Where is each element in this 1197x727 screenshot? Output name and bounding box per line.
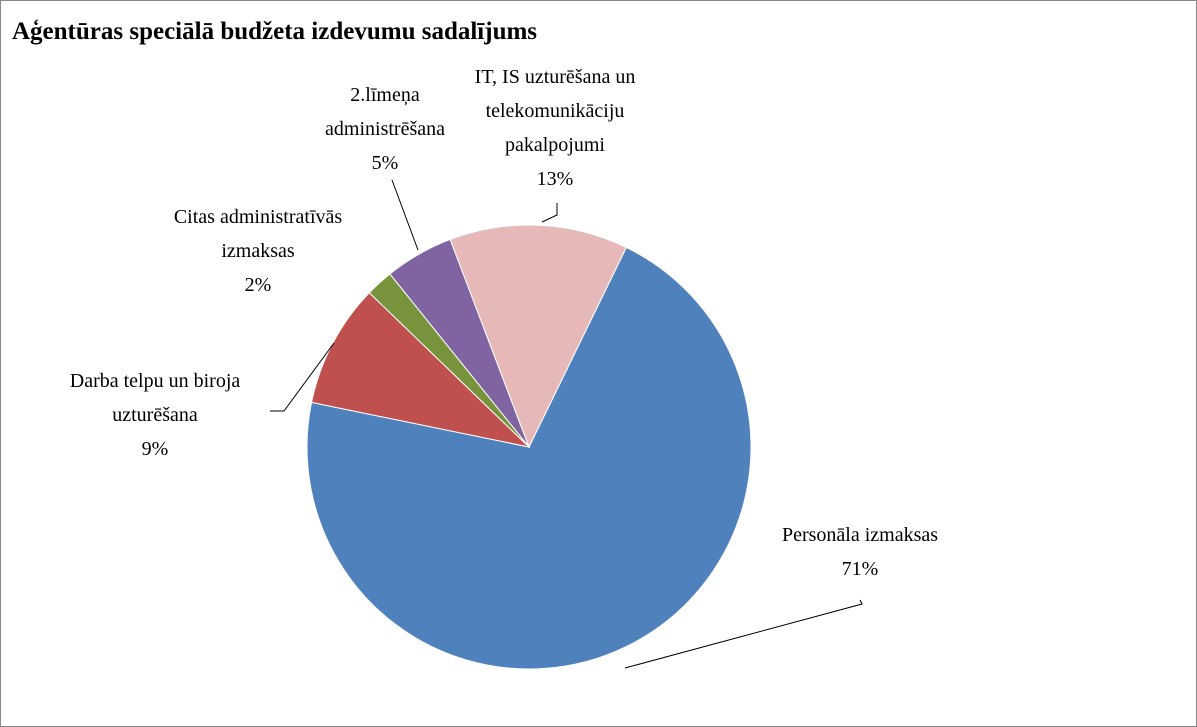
category-label: Citas administratīvās izmaksas xyxy=(173,206,343,262)
pie-slice xyxy=(306,246,752,670)
category-label: Personāla izmaksas xyxy=(781,524,939,546)
category-label: Darba telpu un biroja uzturēšana xyxy=(69,370,241,426)
category-label: 2.līmeņa administrēšana xyxy=(325,84,445,140)
leader-line xyxy=(391,179,419,251)
value-label: 71% xyxy=(841,558,879,580)
data-label: Citas administratīvās izmaksas 2% xyxy=(138,200,378,302)
data-label: Personāla izmaksas 71% xyxy=(730,518,990,586)
leader-line xyxy=(624,599,863,669)
data-label: Darba telpu un biroja uzturēšana 9% xyxy=(30,364,280,466)
value-label: 2% xyxy=(244,274,272,296)
leader-line xyxy=(270,342,335,412)
pie-slice xyxy=(449,224,627,449)
value-label: 13% xyxy=(536,168,574,190)
category-label: IT, IS uzturēšana un telekomunikāciju pa… xyxy=(474,66,636,156)
leader-line xyxy=(541,203,558,223)
value-label: 9% xyxy=(141,438,169,460)
value-label: 5% xyxy=(371,152,399,174)
chart-title: Aģentūras speciālā budžeta izdevumu sada… xyxy=(12,18,538,45)
data-label: IT, IS uzturēšana un telekomunikāciju pa… xyxy=(445,60,665,196)
data-label: 2.līmeņa administrēšana 5% xyxy=(305,78,465,180)
pie-slice xyxy=(310,292,531,448)
